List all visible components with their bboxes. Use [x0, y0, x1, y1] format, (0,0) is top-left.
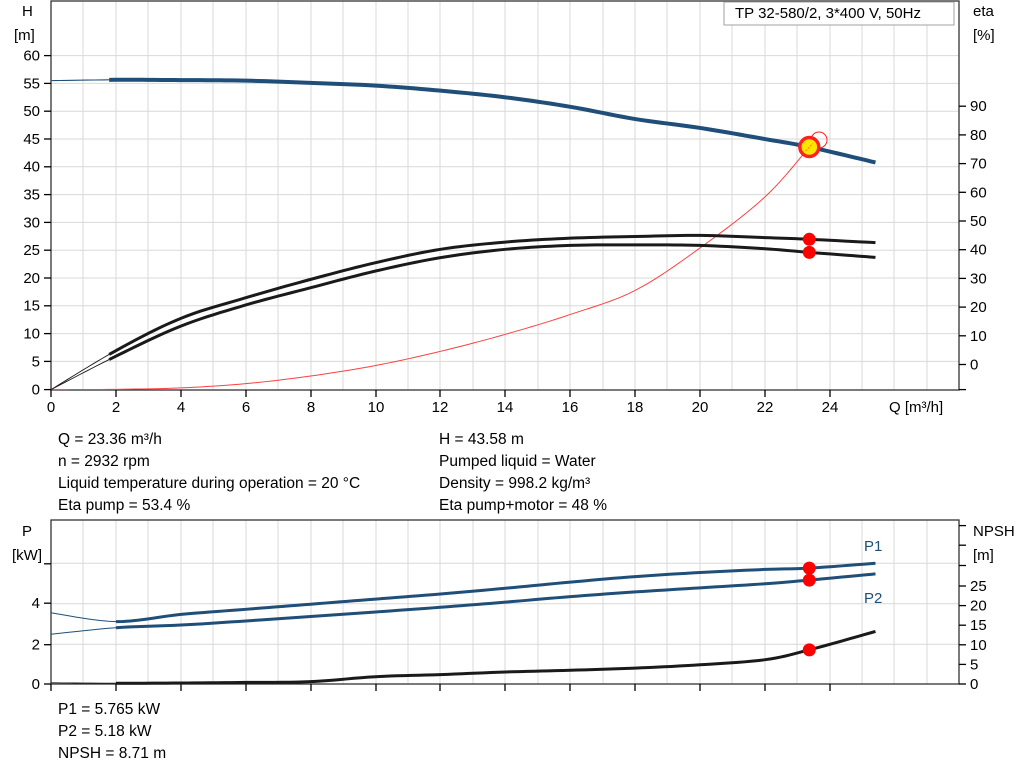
svg-text:Eta pump = 53.4 %: Eta pump = 53.4 %	[58, 497, 190, 514]
svg-text:80: 80	[970, 127, 987, 144]
svg-text:20: 20	[970, 299, 987, 316]
svg-text:50: 50	[970, 213, 987, 230]
svg-text:8: 8	[307, 399, 315, 416]
svg-text:Pumped liquid = Water: Pumped liquid = Water	[439, 453, 596, 470]
svg-text:25: 25	[970, 578, 987, 595]
svg-text:60: 60	[970, 184, 987, 201]
svg-text:[kW]: [kW]	[12, 547, 42, 564]
svg-text:10: 10	[368, 399, 385, 416]
svg-text:5: 5	[970, 656, 978, 673]
svg-text:20: 20	[692, 399, 709, 416]
svg-text:2: 2	[32, 637, 40, 654]
svg-text:4: 4	[32, 595, 40, 612]
svg-text:n = 2932 rpm: n = 2932 rpm	[58, 453, 150, 470]
svg-text:22: 22	[757, 399, 774, 416]
svg-text:0: 0	[47, 399, 55, 416]
svg-text:H: H	[22, 3, 33, 20]
svg-text:18: 18	[627, 399, 644, 416]
svg-text:30: 30	[970, 270, 987, 287]
svg-text:5: 5	[32, 353, 40, 370]
svg-text:25: 25	[23, 242, 40, 259]
svg-text:40: 40	[970, 242, 987, 259]
svg-text:0: 0	[970, 676, 978, 693]
svg-text:Liquid temperature during oper: Liquid temperature during operation = 20…	[58, 475, 360, 492]
svg-text:12: 12	[432, 399, 449, 416]
svg-text:60: 60	[23, 48, 40, 65]
svg-text:10: 10	[970, 637, 987, 654]
svg-text:20: 20	[23, 270, 40, 287]
svg-text:0: 0	[32, 676, 40, 693]
svg-text:0: 0	[32, 382, 40, 399]
svg-text:Q [m³/h]: Q [m³/h]	[889, 399, 943, 416]
svg-text:50: 50	[23, 103, 40, 120]
svg-text:40: 40	[23, 159, 40, 176]
svg-text:20: 20	[970, 598, 987, 615]
svg-text:0: 0	[970, 357, 978, 374]
svg-text:10: 10	[23, 326, 40, 343]
svg-text:55: 55	[23, 75, 40, 92]
svg-text:6: 6	[242, 399, 250, 416]
svg-text:10: 10	[970, 328, 987, 345]
svg-text:Q = 23.36 m³/h: Q = 23.36 m³/h	[58, 431, 162, 448]
svg-text:eta: eta	[973, 3, 995, 20]
svg-text:70: 70	[970, 156, 987, 173]
svg-text:TP 32-580/2, 3*400 V, 50Hz: TP 32-580/2, 3*400 V, 50Hz	[735, 5, 921, 22]
svg-text:16: 16	[562, 399, 579, 416]
svg-text:P1: P1	[864, 538, 882, 555]
svg-text:[%]: [%]	[973, 27, 995, 44]
svg-text:45: 45	[23, 131, 40, 148]
svg-text:P1 = 5.765 kW: P1 = 5.765 kW	[58, 701, 160, 718]
svg-text:30: 30	[23, 214, 40, 231]
svg-text:Eta pump+motor = 48 %: Eta pump+motor = 48 %	[439, 497, 607, 514]
svg-text:H = 43.58 m: H = 43.58 m	[439, 431, 524, 448]
svg-text:35: 35	[23, 187, 40, 204]
svg-text:P: P	[22, 523, 32, 540]
svg-text:24: 24	[822, 399, 839, 416]
svg-text:15: 15	[23, 298, 40, 315]
svg-text:90: 90	[970, 98, 987, 115]
svg-text:[m]: [m]	[973, 547, 994, 564]
svg-text:15: 15	[970, 617, 987, 634]
svg-text:Density = 998.2 kg/m³: Density = 998.2 kg/m³	[439, 475, 590, 492]
svg-text:14: 14	[497, 399, 514, 416]
svg-text:NPSH: NPSH	[973, 523, 1015, 540]
svg-text:P2: P2	[864, 590, 882, 607]
svg-text:P2 = 5.18 kW: P2 = 5.18 kW	[58, 723, 152, 740]
svg-text:[m]: [m]	[14, 27, 35, 44]
svg-text:NPSH = 8.71 m: NPSH = 8.71 m	[58, 745, 166, 762]
svg-text:2: 2	[112, 399, 120, 416]
svg-text:4: 4	[177, 399, 185, 416]
